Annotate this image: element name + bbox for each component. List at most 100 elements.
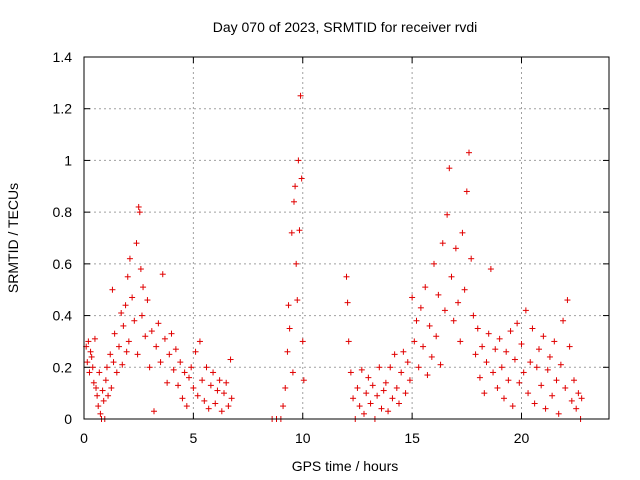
data-point bbox=[87, 348, 94, 355]
data-point bbox=[292, 183, 299, 190]
data-point bbox=[151, 408, 157, 415]
data-point bbox=[227, 356, 234, 363]
data-point bbox=[159, 271, 166, 278]
data-point bbox=[289, 369, 296, 376]
data-point bbox=[210, 369, 217, 376]
data-point bbox=[400, 348, 407, 355]
data-point bbox=[503, 348, 510, 355]
data-point bbox=[179, 395, 186, 402]
data-point bbox=[293, 260, 300, 267]
data-point bbox=[501, 395, 507, 402]
data-point bbox=[514, 320, 521, 327]
data-point bbox=[426, 322, 433, 329]
data-point bbox=[448, 273, 455, 280]
data-point bbox=[358, 366, 365, 373]
data-point bbox=[461, 286, 468, 293]
data-point bbox=[138, 312, 145, 319]
data-point bbox=[522, 307, 529, 314]
data-point bbox=[218, 408, 225, 415]
data-point bbox=[389, 395, 396, 402]
data-point bbox=[95, 403, 102, 410]
data-point bbox=[155, 320, 162, 327]
data-point bbox=[463, 188, 470, 195]
data-point bbox=[409, 294, 416, 301]
data-point bbox=[109, 286, 116, 293]
data-point bbox=[553, 377, 560, 384]
data-point bbox=[284, 348, 291, 355]
data-point bbox=[470, 312, 477, 319]
data-point bbox=[391, 351, 398, 358]
data-point bbox=[344, 299, 351, 306]
data-point bbox=[294, 297, 301, 304]
data-point bbox=[575, 390, 582, 397]
data-point bbox=[221, 390, 227, 397]
data-point bbox=[367, 400, 374, 407]
data-point bbox=[439, 240, 446, 247]
data-point bbox=[118, 309, 125, 316]
data-point bbox=[476, 374, 483, 381]
data-point bbox=[404, 359, 411, 366]
data-point bbox=[85, 338, 92, 345]
data-point bbox=[459, 229, 466, 236]
data-point bbox=[207, 382, 214, 389]
data-point bbox=[555, 410, 562, 417]
data-point bbox=[170, 366, 177, 373]
data-point bbox=[455, 299, 462, 306]
data-point bbox=[376, 364, 383, 371]
y-tick-label: 0 bbox=[64, 411, 72, 427]
data-point bbox=[172, 346, 179, 353]
data-point bbox=[134, 351, 141, 358]
data-point bbox=[354, 384, 361, 391]
data-point bbox=[546, 353, 553, 360]
y-tick-label: 0.8 bbox=[53, 204, 73, 220]
data-point bbox=[433, 333, 440, 340]
data-point bbox=[350, 395, 357, 402]
data-point bbox=[190, 384, 197, 391]
data-point bbox=[288, 229, 295, 236]
data-point bbox=[374, 392, 381, 399]
data-point bbox=[435, 291, 442, 298]
data-point bbox=[518, 341, 525, 348]
data-point bbox=[538, 382, 545, 389]
data-point bbox=[84, 359, 91, 366]
data-point bbox=[509, 403, 516, 410]
data-point bbox=[116, 343, 122, 350]
data-point bbox=[494, 384, 501, 391]
data-point bbox=[295, 157, 302, 164]
data-point bbox=[166, 351, 173, 358]
data-point bbox=[492, 346, 499, 353]
data-point bbox=[450, 317, 457, 324]
data-point bbox=[568, 397, 575, 404]
data-point bbox=[420, 343, 427, 350]
data-point bbox=[86, 369, 93, 376]
data-point bbox=[146, 364, 153, 371]
data-point bbox=[402, 390, 409, 397]
data-point bbox=[382, 379, 389, 386]
data-point bbox=[516, 379, 523, 386]
data-point bbox=[136, 209, 143, 216]
data-point bbox=[93, 384, 100, 391]
y-tick-labels: 0 0.2 0.4 0.6 0.8 1 1.2 1.4 bbox=[53, 49, 73, 427]
x-tick-label: 5 bbox=[189, 430, 197, 446]
data-point bbox=[168, 330, 175, 337]
y-tick-label: 0.4 bbox=[53, 308, 73, 324]
data-point bbox=[194, 392, 201, 399]
x-axis-label: GPS time / hours bbox=[292, 458, 399, 474]
data-point bbox=[562, 384, 569, 391]
data-point bbox=[286, 325, 293, 332]
data-point bbox=[203, 364, 210, 371]
data-point bbox=[120, 322, 127, 329]
data-point bbox=[199, 377, 206, 384]
plot-frame bbox=[83, 56, 610, 420]
data-point bbox=[481, 390, 488, 397]
data-point bbox=[181, 369, 188, 376]
axis-ticks bbox=[83, 56, 609, 420]
data-point bbox=[365, 374, 372, 381]
y-tick-label: 1.4 bbox=[53, 49, 73, 65]
data-point bbox=[99, 387, 106, 394]
data-point bbox=[415, 364, 422, 371]
data-point bbox=[578, 395, 585, 402]
data-point bbox=[111, 330, 118, 337]
data-point bbox=[542, 405, 549, 412]
